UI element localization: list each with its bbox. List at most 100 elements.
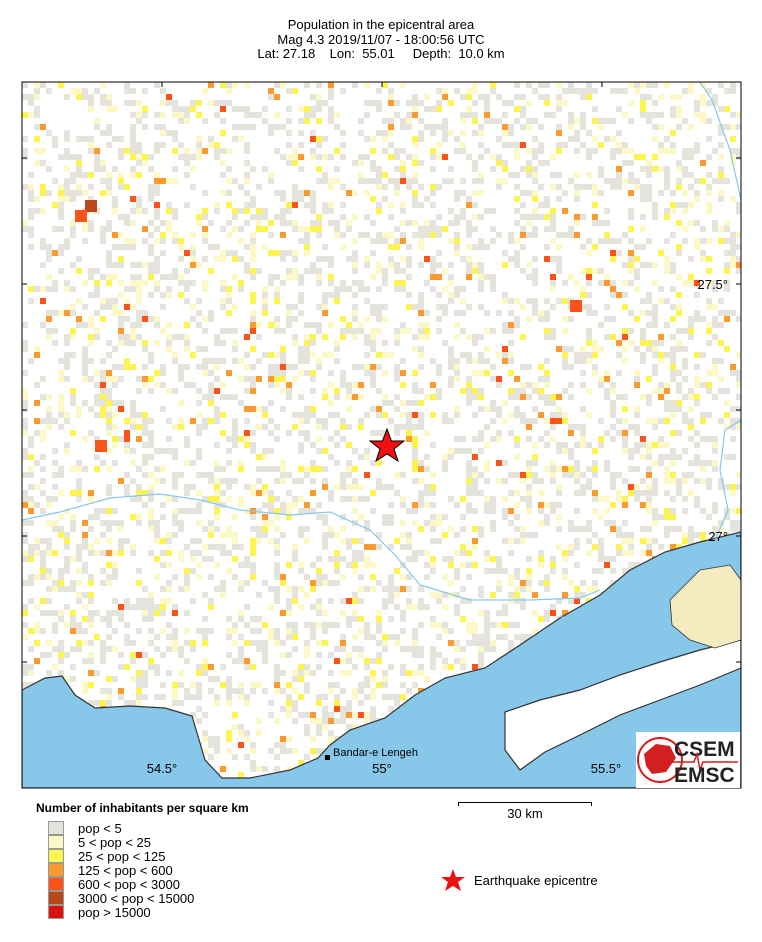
population-cell — [172, 478, 178, 484]
population-cell — [316, 280, 322, 286]
population-cell — [640, 538, 646, 544]
population-cell — [718, 82, 724, 88]
population-cell — [220, 430, 226, 436]
population-cell — [568, 88, 574, 94]
population-cell — [34, 640, 40, 646]
population-cell — [634, 244, 640, 250]
population-cell — [676, 406, 682, 412]
population-cell — [574, 538, 580, 544]
population-cell — [694, 238, 700, 244]
population-cell — [460, 514, 466, 520]
population-cell — [328, 112, 334, 118]
population-cell — [88, 490, 94, 496]
population-cell — [454, 370, 460, 376]
population-cell — [568, 394, 574, 400]
population-cell — [226, 250, 232, 256]
population-cell — [370, 712, 376, 718]
population-cell — [250, 232, 256, 238]
population-cell — [676, 166, 682, 172]
population-cell — [604, 430, 610, 436]
population-cell — [340, 718, 346, 724]
population-cell — [532, 442, 538, 448]
population-cell — [334, 388, 340, 394]
population-cell — [304, 574, 310, 580]
population-cell — [490, 436, 496, 442]
population-cell — [532, 214, 538, 220]
population-cell — [28, 472, 34, 478]
population-cell — [70, 310, 76, 316]
population-cell — [196, 148, 202, 154]
population-cell — [682, 226, 688, 232]
population-cell — [406, 604, 412, 610]
population-cell — [136, 652, 142, 658]
population-cell — [478, 436, 484, 442]
population-cell — [232, 358, 238, 364]
population-cell — [298, 562, 304, 568]
population-cell — [538, 310, 544, 316]
population-cell — [160, 628, 166, 634]
population-cell — [622, 160, 628, 166]
population-cell — [634, 382, 640, 388]
population-cell — [196, 100, 202, 106]
population-cell — [532, 310, 538, 316]
population-cell — [64, 310, 70, 316]
population-cell — [328, 412, 334, 418]
population-cell — [418, 622, 424, 628]
population-cell — [736, 526, 741, 532]
population-cell — [286, 514, 292, 520]
population-cell — [190, 460, 196, 466]
population-cell — [190, 712, 196, 718]
population-cell — [136, 202, 142, 208]
population-cell — [502, 478, 508, 484]
population-cell — [94, 148, 100, 154]
population-cell — [346, 328, 352, 334]
population-cell — [310, 580, 316, 586]
population-cell — [298, 292, 304, 298]
population-cell — [352, 664, 358, 670]
population-cell — [484, 358, 490, 364]
population-cell — [538, 376, 544, 382]
population-cell — [544, 400, 550, 406]
population-cell — [670, 130, 676, 136]
population-cell — [28, 466, 34, 472]
population-cell — [130, 406, 136, 412]
population-cell — [352, 262, 358, 268]
population-cell — [352, 268, 358, 274]
population-cell — [76, 580, 82, 586]
population-cell — [280, 358, 286, 364]
population-cell — [436, 316, 442, 322]
population-cell — [238, 106, 244, 112]
population-cell — [562, 568, 568, 574]
population-cell — [316, 436, 322, 442]
population-cell — [544, 100, 550, 106]
population-cell — [460, 658, 466, 664]
population-cell — [400, 694, 406, 700]
population-cell — [448, 220, 454, 226]
population-cell — [64, 544, 70, 550]
population-cell — [622, 442, 628, 448]
population-cell — [196, 508, 202, 514]
population-cell — [88, 652, 94, 658]
population-cell — [598, 544, 604, 550]
population-cell — [400, 532, 406, 538]
population-cell — [490, 88, 496, 94]
population-cell — [310, 220, 316, 226]
population-cell — [406, 220, 412, 226]
population-cell — [424, 550, 430, 556]
population-cell — [544, 418, 550, 424]
population-cell — [112, 574, 118, 580]
population-cell — [118, 214, 124, 220]
population-cell — [184, 346, 190, 352]
population-cell — [208, 628, 214, 634]
population-cell — [178, 370, 184, 376]
population-cell — [142, 226, 148, 232]
population-cell — [544, 580, 550, 586]
population-cell — [244, 364, 250, 370]
population-cell — [550, 214, 556, 220]
population-cell — [244, 622, 250, 628]
population-cell — [508, 388, 514, 394]
population-cell — [484, 106, 490, 112]
population-cell — [136, 310, 142, 316]
population-cell — [346, 544, 352, 550]
population-cell — [322, 424, 328, 430]
